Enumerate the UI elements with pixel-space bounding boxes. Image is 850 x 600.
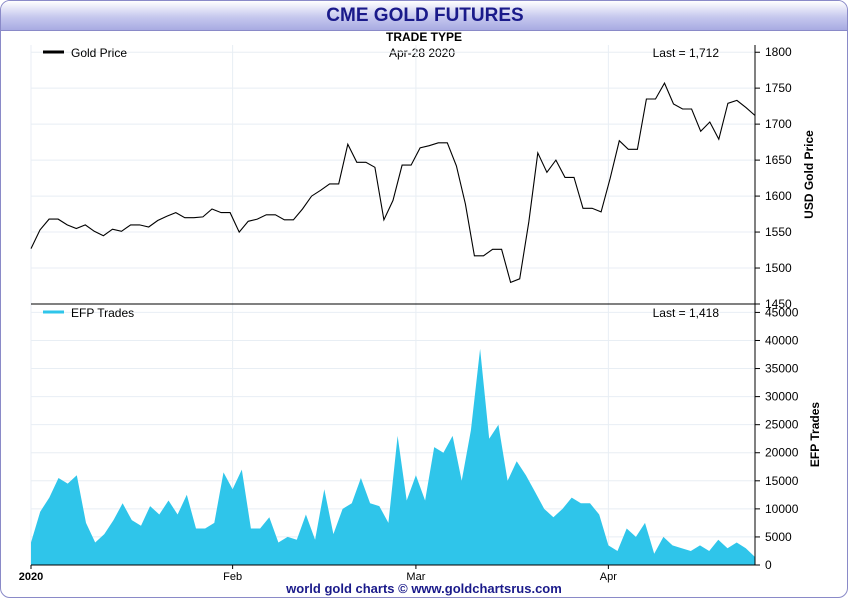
price-y-tick-label: 1700 — [765, 117, 792, 131]
axes — [30, 45, 760, 569]
price-y-tick-label: 1450 — [765, 297, 792, 311]
price-y-tick-label: 1550 — [765, 225, 792, 239]
price-y-tick-label: 1500 — [765, 261, 792, 275]
title-bar: CME GOLD FUTURES — [1, 1, 847, 31]
gold-price-legend-label: Gold Price — [71, 46, 127, 60]
price-axis-title: USD Gold Price — [802, 130, 816, 219]
efp-axis-title: EFP Trades — [808, 402, 822, 467]
date-label: Apr-28 2020 — [389, 46, 455, 60]
gold-price-line — [30, 81, 756, 284]
efp-y-tick-label: 30000 — [765, 390, 799, 404]
series — [30, 81, 756, 565]
efp-y-tick-label: 5000 — [765, 530, 792, 544]
efp-y-tick-label: 10000 — [765, 502, 799, 516]
x-tick-label: Feb — [223, 571, 242, 583]
efp-y-tick-label: 20000 — [765, 446, 799, 460]
gold-price-last-label: Last = 1,712 — [653, 46, 720, 60]
efp-y-tick-label: 25000 — [765, 418, 799, 432]
price-y-tick-label: 1800 — [765, 45, 792, 59]
chart-subtitle: TRADE TYPE — [386, 30, 462, 44]
efp-y-tick-label: 35000 — [765, 362, 799, 376]
price-y-tick-label: 1750 — [765, 81, 792, 95]
x-tick-label: Mar — [406, 571, 425, 583]
efp-y-tick-label: 15000 — [765, 474, 799, 488]
efp-legend-label: EFP Trades — [71, 306, 134, 320]
efp-y-tick-label: 45000 — [765, 305, 799, 319]
price-y-tick-label: 1650 — [765, 153, 792, 167]
x-tick-label: 2020 — [19, 571, 43, 583]
efp-y-tick-label: 0 — [765, 558, 772, 572]
efp-trades-area — [31, 348, 755, 565]
efp-y-tick-label: 40000 — [765, 333, 799, 347]
efp-last-label: Last = 1,418 — [653, 306, 720, 320]
footer-credit: world gold charts © www.goldchartsrus.co… — [286, 581, 562, 596]
chart-title: CME GOLD FUTURES — [326, 5, 524, 26]
price-y-tick-label: 1600 — [765, 189, 792, 203]
labels: 1450 1500 1550 1600 1650 1700 1750 1800 0 5000 100… — [19, 45, 822, 583]
x-tick-label: Apr — [600, 571, 617, 583]
